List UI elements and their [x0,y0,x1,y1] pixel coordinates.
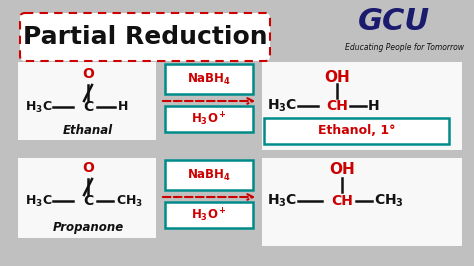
Text: CH: CH [326,99,348,113]
Text: H: H [368,99,380,113]
Text: $\mathregular{CH_3}$: $\mathregular{CH_3}$ [116,193,143,209]
Text: CH: CH [331,194,353,208]
Text: Propanone: Propanone [52,222,124,235]
FancyBboxPatch shape [262,62,462,150]
Text: Educating People for Tomorrow: Educating People for Tomorrow [345,44,464,52]
FancyBboxPatch shape [165,202,253,228]
Text: O: O [82,161,94,175]
FancyBboxPatch shape [165,64,253,94]
FancyBboxPatch shape [20,13,270,61]
Text: GCU: GCU [358,7,430,36]
Text: $\mathregular{H_3O^+}$: $\mathregular{H_3O^+}$ [191,110,227,128]
FancyBboxPatch shape [165,160,253,190]
Text: Ethanol, 1°: Ethanol, 1° [318,124,396,138]
Text: $\mathregular{H_3C}$: $\mathregular{H_3C}$ [25,193,53,209]
Text: C: C [83,100,93,114]
FancyBboxPatch shape [18,158,156,238]
Text: $\mathregular{CH_3}$: $\mathregular{CH_3}$ [374,193,404,209]
Text: Partial Reduction: Partial Reduction [23,25,267,49]
Text: $\mathregular{NaBH_4}$: $\mathregular{NaBH_4}$ [187,168,231,182]
Text: OH: OH [324,69,350,85]
Text: H: H [118,101,128,114]
Text: $\mathregular{H_3C}$: $\mathregular{H_3C}$ [267,193,297,209]
FancyBboxPatch shape [264,118,449,144]
FancyBboxPatch shape [18,62,156,140]
Text: O: O [82,67,94,81]
Text: C: C [83,194,93,208]
Text: $\mathregular{H_3C}$: $\mathregular{H_3C}$ [25,99,53,115]
FancyBboxPatch shape [165,106,253,132]
Text: Ethanal: Ethanal [63,123,113,136]
Text: OH: OH [329,163,355,177]
FancyBboxPatch shape [262,158,462,246]
Text: $\mathregular{H_3C}$: $\mathregular{H_3C}$ [267,98,297,114]
Text: $\mathregular{H_3O^+}$: $\mathregular{H_3O^+}$ [191,206,227,224]
Text: $\mathregular{NaBH_4}$: $\mathregular{NaBH_4}$ [187,72,231,86]
